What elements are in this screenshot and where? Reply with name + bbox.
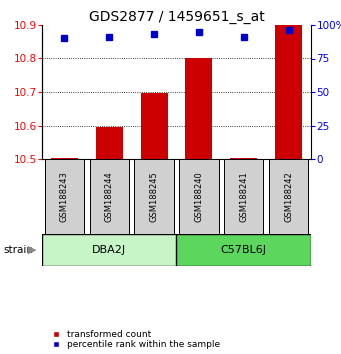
Bar [269, 159, 308, 234]
Bar [140, 93, 167, 159]
Bar [230, 158, 257, 159]
Text: GSM188242: GSM188242 [284, 171, 293, 222]
Bar [224, 159, 264, 234]
Text: GSM188240: GSM188240 [194, 171, 204, 222]
Bar [179, 159, 219, 234]
Bar [51, 158, 78, 159]
Bar [186, 58, 212, 159]
Bar [42, 234, 177, 266]
Text: C57BL6J: C57BL6J [221, 245, 267, 255]
Text: GSM188243: GSM188243 [60, 171, 69, 222]
Text: ▶: ▶ [28, 245, 36, 255]
Text: GSM188241: GSM188241 [239, 171, 248, 222]
Text: GSM188245: GSM188245 [150, 171, 159, 222]
Bar [275, 25, 302, 159]
Bar [96, 126, 123, 159]
Bar [134, 159, 174, 234]
Bar [90, 159, 129, 234]
Text: GSM188244: GSM188244 [105, 171, 114, 222]
Text: strain: strain [3, 245, 33, 255]
Bar [177, 234, 311, 266]
Title: GDS2877 / 1459651_s_at: GDS2877 / 1459651_s_at [89, 10, 264, 24]
Text: DBA2J: DBA2J [92, 245, 126, 255]
Legend: transformed count, percentile rank within the sample: transformed count, percentile rank withi… [46, 330, 220, 349]
Bar [45, 159, 84, 234]
